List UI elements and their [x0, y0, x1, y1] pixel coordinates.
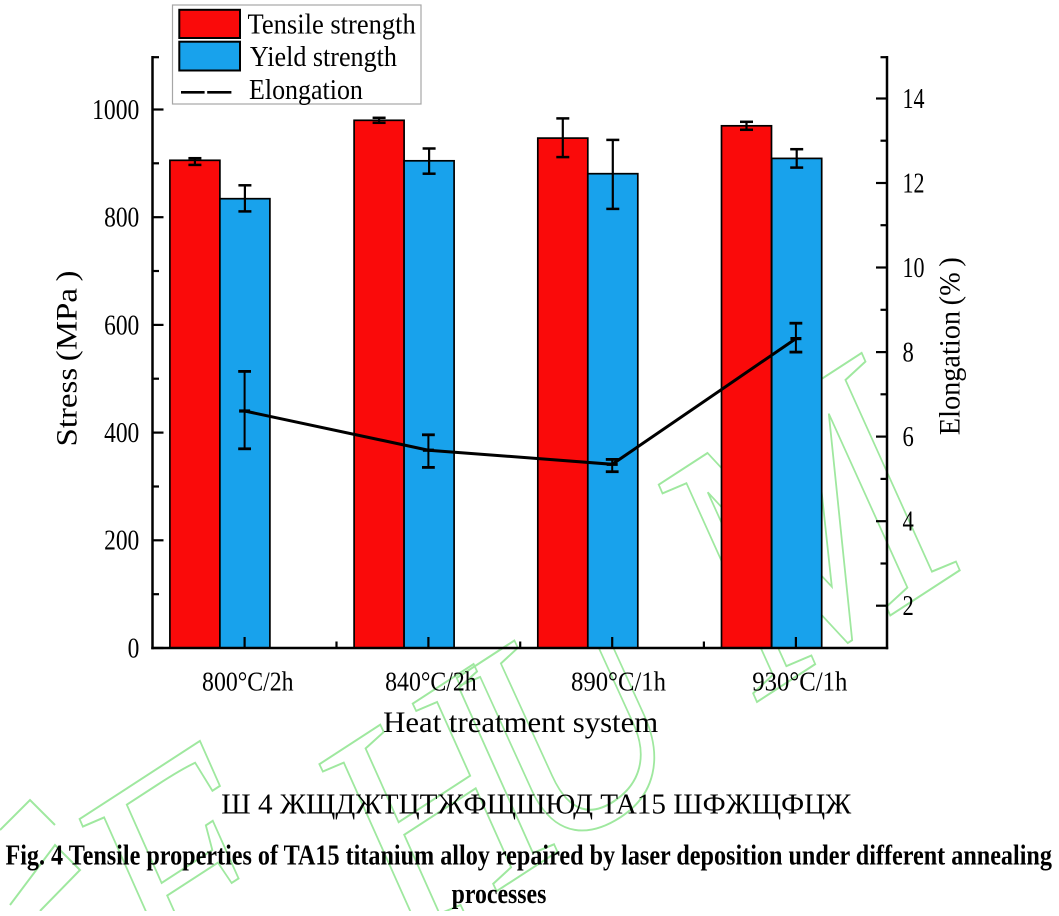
svg-text:1000: 1000	[92, 95, 139, 126]
svg-text:Heat treatment system: Heat treatment system	[383, 706, 658, 739]
svg-text:Elongation: Elongation	[249, 75, 363, 106]
svg-text:8: 8	[903, 338, 914, 369]
svg-text:processes: processes	[452, 879, 547, 910]
svg-text:Tensile strength: Tensile strength	[248, 10, 416, 41]
svg-text:600: 600	[104, 310, 139, 341]
svg-text:Yield strength: Yield strength	[250, 42, 397, 73]
svg-text:2: 2	[903, 591, 914, 622]
svg-text:200: 200	[104, 526, 139, 557]
svg-text:0: 0	[128, 633, 140, 664]
svg-text:4: 4	[903, 507, 914, 538]
svg-text:Elongation (% ): Elongation (% )	[934, 257, 967, 435]
svg-text:6: 6	[903, 422, 914, 453]
svg-text:Ш 4 ЖЩДЖТЦТЖФЩШЮД TA15 ШФЖЩФЦЖ: Ш 4 ЖЩДЖТЦТЖФЩШЮД TA15 ШФЖЩФЦЖ	[221, 789, 851, 821]
svg-text:10: 10	[903, 253, 925, 284]
svg-text:840°C/2h: 840°C/2h	[385, 666, 477, 696]
svg-text:14: 14	[903, 84, 925, 115]
svg-text:400: 400	[104, 418, 139, 449]
svg-text:12: 12	[903, 168, 925, 199]
svg-text:800°C/2h: 800°C/2h	[202, 666, 294, 696]
svg-text:Stress (MPa ): Stress (MPa )	[51, 271, 84, 447]
svg-text:Fig. 4 Tensile properties of T: Fig. 4 Tensile properties of TA15 titani…	[5, 841, 1052, 872]
svg-text:890°C/1h: 890°C/1h	[571, 666, 666, 696]
svg-text:930°C/1h: 930°C/1h	[752, 666, 847, 696]
svg-text:800: 800	[104, 203, 139, 234]
